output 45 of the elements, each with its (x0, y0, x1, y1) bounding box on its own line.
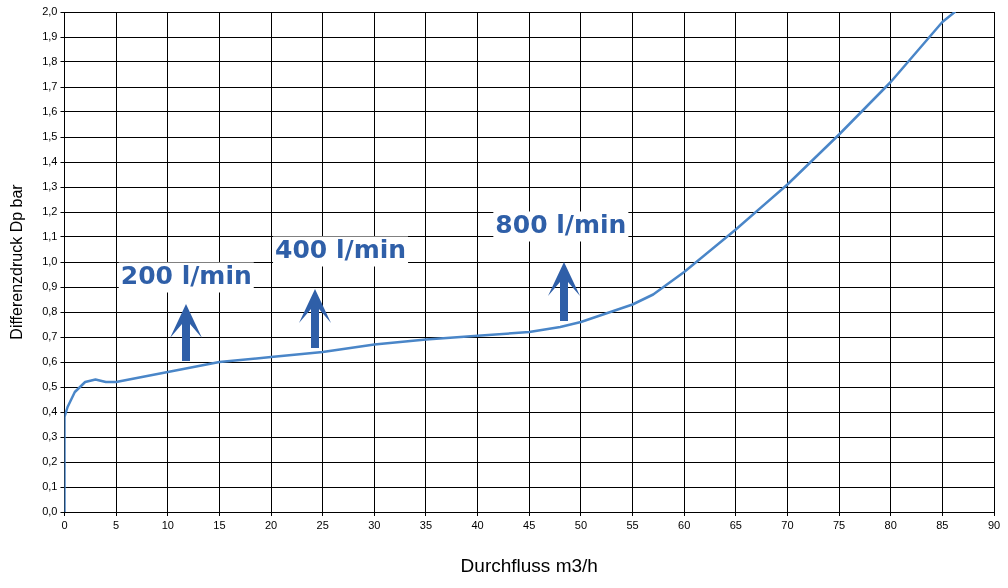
y-tick-label: 1,6 (42, 105, 58, 118)
x-tick-label: 85 (936, 518, 949, 531)
x-tick-label: 0 (61, 518, 68, 531)
y-tick-label: 2,0 (42, 5, 58, 18)
y-tick-label: 1,0 (42, 255, 58, 268)
y-tick-label: 0,9 (42, 280, 58, 293)
annotation: 400 l/min (275, 235, 407, 264)
y-tick-label: 0,5 (42, 380, 58, 393)
y-tick-label: 1,2 (42, 205, 58, 218)
x-tick-label: 55 (626, 518, 639, 531)
x-tick-label: 40 (471, 518, 484, 531)
x-tick-label: 45 (523, 518, 536, 531)
y-tick-label: 1,9 (42, 30, 58, 43)
x-tick-label: 60 (678, 518, 691, 531)
x-tick-label: 65 (729, 518, 742, 531)
annotation: 800 l/min (495, 210, 627, 239)
y-tick-label: 1,1 (42, 230, 58, 243)
y-tick-label: 0,8 (42, 305, 58, 318)
x-tick-label: 20 (264, 518, 278, 531)
x-tick-label: 10 (161, 518, 174, 531)
y-tick-label: 1,7 (42, 80, 58, 93)
x-axis-title: Durchfluss m3/h (460, 554, 598, 576)
y-tick-label: 0,2 (42, 455, 58, 468)
y-tick-label: 0,7 (42, 330, 58, 343)
y-tick-label: 1,5 (42, 130, 58, 143)
x-tick-label: 30 (368, 518, 381, 531)
y-tick-label: 1,8 (42, 55, 58, 68)
y-axis-title: Differenzdruck Dp bar (8, 183, 26, 340)
x-tick-label: 75 (832, 518, 846, 531)
x-tick-label: 90 (987, 518, 1001, 531)
y-tick-label: 0,3 (42, 430, 58, 443)
y-tick-label: 1,4 (42, 155, 58, 168)
x-tick-label: 80 (884, 518, 897, 531)
y-tick-label: 0,6 (42, 355, 58, 368)
y-tick-label: 0,1 (42, 480, 58, 493)
y-tick-label: 1,3 (42, 180, 58, 193)
x-tick-label: 15 (213, 518, 226, 531)
x-tick-label: 35 (419, 518, 433, 531)
x-tick-label: 50 (574, 518, 588, 531)
x-tick-label: 5 (113, 518, 120, 531)
annotation: 200 l/min (120, 261, 252, 290)
y-tick-label: 0,4 (42, 405, 58, 418)
y-tick-label: 0,0 (42, 505, 58, 518)
x-tick-label: 70 (781, 518, 794, 531)
x-tick-label: 25 (316, 518, 329, 531)
